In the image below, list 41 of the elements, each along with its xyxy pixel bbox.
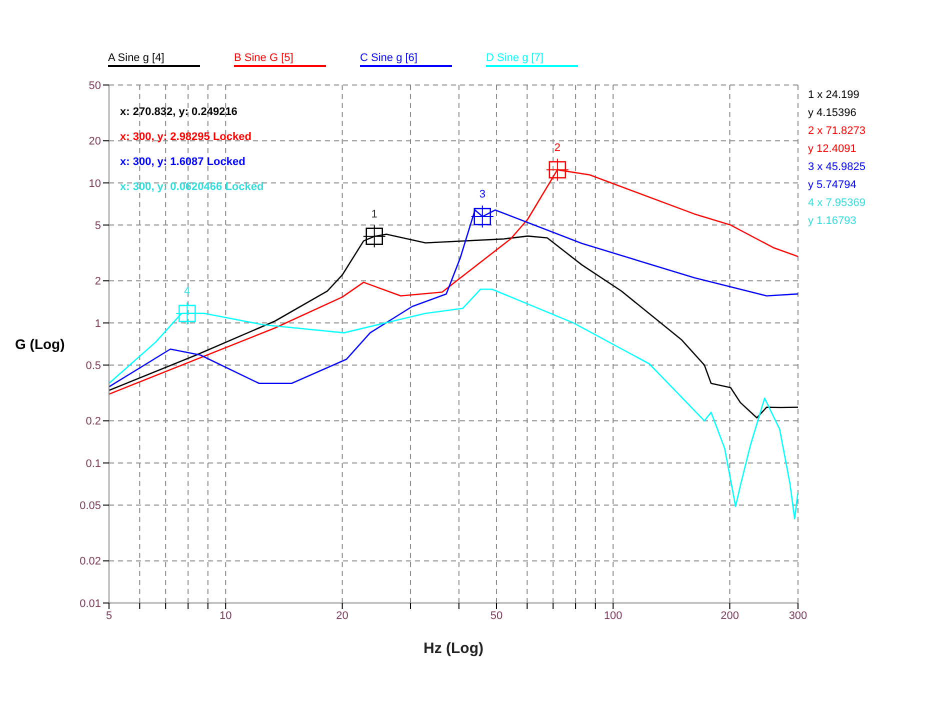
annotation: x: 300, y: 1.6087 Locked [120, 155, 246, 170]
x-tick-label: 5 [106, 610, 112, 622]
x-tick-label: 10 [220, 610, 232, 622]
x-tick-label: 200 [720, 610, 739, 622]
text: y 1.16793 [808, 214, 858, 229]
annotation: 3 [479, 188, 486, 201]
y-tick-label: 0.01 [80, 598, 101, 610]
y-tick-label: 0.1 [86, 458, 101, 470]
text: 2 x 71.8273 [808, 124, 866, 139]
y-tick-label: 0.05 [80, 500, 101, 512]
annotation: x: 300, y: 2.98295 Locked [120, 130, 252, 145]
text: 3 x 45.9825 [808, 160, 866, 175]
annotation: 1 [371, 208, 378, 220]
annotation: x: 300, y: 0.0620466 Locked [120, 180, 264, 195]
y-tick-label: 0.2 [86, 416, 101, 428]
annotation: 2 [554, 142, 560, 154]
text: y 4.15396 [808, 106, 858, 121]
y-tick-label: 50 [88, 80, 101, 92]
annotation: 4 [184, 285, 190, 298]
x-tick-label: 300 [788, 610, 808, 622]
y-tick-label: 10 [88, 178, 101, 190]
annotation: x: 270.832, y: 0.249216 [120, 105, 238, 120]
text: 4 x 7.95369 [808, 196, 866, 211]
y-tick-label: 0.02 [80, 556, 101, 568]
x-tick-label: 100 [604, 610, 622, 622]
text: C Sine g [6] [360, 52, 418, 64]
y-axis-title: G (Log) [15, 336, 65, 352]
x-tick-label: 20 [336, 610, 348, 622]
x-tick-label: 50 [490, 610, 503, 622]
text: A Sine g [4] [108, 52, 166, 64]
y-tick-label: 20 [88, 136, 101, 148]
text: y 5.74794 [808, 178, 858, 193]
y-tick-label: 1 [94, 318, 101, 330]
x-axis-title: Hz (Log) [424, 640, 484, 657]
text: y 12.4091 [808, 142, 858, 157]
text: D Sine g [7] [486, 52, 544, 64]
text: 1 x 24.199 [808, 88, 860, 103]
y-tick-label: 5 [94, 220, 101, 232]
y-tick-label: 2 [94, 276, 101, 288]
y-tick-label: 0.5 [86, 360, 101, 372]
text: B Sine G [5] [234, 52, 294, 64]
